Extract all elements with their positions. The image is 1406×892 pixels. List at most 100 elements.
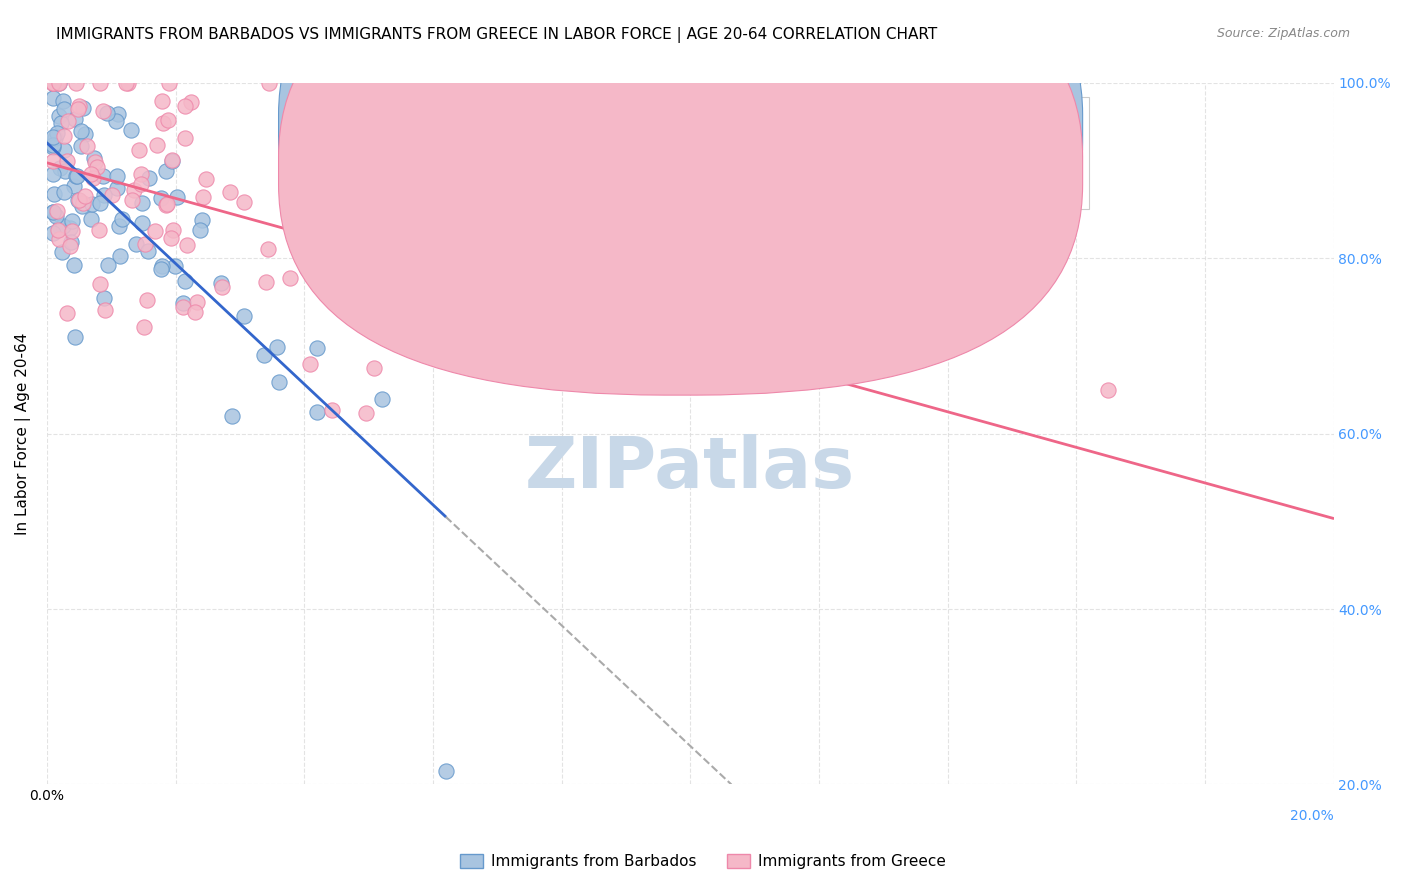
Immigrants from Greece — [173, 99, 195, 113]
Immigrants from Greece — [86, 160, 108, 174]
Immigrants from Barbados — [97, 258, 120, 272]
Immigrants from Greece — [48, 222, 70, 236]
Immigrants from Greece — [569, 316, 592, 330]
Immigrants from Barbados — [131, 216, 153, 230]
Immigrants from Greece — [419, 271, 441, 285]
Immigrants from Greece — [67, 103, 90, 117]
Immigrants from Barbados — [91, 169, 114, 183]
Immigrants from Greece — [76, 138, 98, 153]
Immigrants from Greece — [363, 360, 385, 375]
Immigrants from Greece — [91, 103, 114, 118]
Immigrants from Barbados — [66, 169, 89, 184]
Immigrants from Barbados — [89, 195, 111, 210]
Immigrants from Greece — [67, 193, 90, 207]
Text: IMMIGRANTS FROM BARBADOS VS IMMIGRANTS FROM GREECE IN LABOR FORCE | AGE 20-64 CO: IMMIGRANTS FROM BARBADOS VS IMMIGRANTS F… — [56, 27, 938, 43]
Immigrants from Barbados — [111, 212, 134, 227]
Immigrants from Barbados — [305, 342, 328, 356]
Immigrants from Barbados — [63, 112, 86, 126]
Immigrants from Barbados — [136, 244, 159, 258]
Immigrants from Barbados — [42, 76, 65, 90]
Immigrants from Barbados — [44, 131, 66, 145]
Immigrants from Barbados — [266, 340, 288, 354]
Immigrants from Barbados — [160, 154, 183, 169]
Immigrants from Barbados — [107, 180, 129, 194]
Immigrants from Barbados — [42, 130, 65, 145]
Immigrants from Greece — [46, 203, 69, 218]
Immigrants from Barbados — [155, 164, 177, 178]
Immigrants from Barbados — [63, 330, 86, 344]
Immigrants from Greece — [124, 183, 146, 197]
Immigrants from Barbados — [105, 113, 128, 128]
Immigrants from Barbados — [173, 274, 195, 288]
Immigrants from Barbados — [221, 409, 243, 423]
Immigrants from Barbados — [72, 101, 94, 115]
Immigrants from Barbados — [83, 151, 105, 165]
Immigrants from Greece — [128, 143, 150, 157]
Immigrants from Greece — [172, 301, 194, 315]
Immigrants from Barbados — [42, 91, 65, 105]
Immigrants from Barbados — [53, 103, 76, 117]
Immigrants from Greece — [48, 76, 70, 90]
Immigrants from Barbados — [62, 179, 84, 194]
Immigrants from Greece — [302, 135, 325, 149]
Immigrants from Greece — [84, 154, 107, 169]
Immigrants from Greece — [180, 95, 202, 109]
Immigrants from Greece — [94, 303, 117, 318]
Legend: Immigrants from Barbados, Immigrants from Greece: Immigrants from Barbados, Immigrants fro… — [454, 848, 952, 875]
Immigrants from Barbados — [209, 276, 232, 290]
Immigrants from Greece — [288, 222, 311, 236]
Immigrants from Greece — [257, 76, 280, 90]
Immigrants from Greece — [42, 76, 65, 90]
Immigrants from Barbados — [150, 261, 173, 276]
Immigrants from Barbados — [108, 249, 131, 263]
Immigrants from Barbados — [45, 210, 67, 224]
Immigrants from Barbados — [51, 116, 73, 130]
Immigrants from Greece — [134, 319, 156, 334]
Immigrants from Barbados — [42, 186, 65, 201]
Immigrants from Greece — [211, 279, 233, 293]
Immigrants from Greece — [42, 76, 65, 90]
Immigrants from Barbados — [295, 262, 318, 277]
Immigrants from Greece — [157, 112, 180, 127]
Immigrants from Greece — [143, 224, 166, 238]
Immigrants from Barbados — [42, 140, 65, 154]
Immigrants from Greece — [82, 171, 104, 186]
Immigrants from Barbados — [108, 219, 131, 234]
Immigrants from Greece — [56, 305, 79, 319]
Immigrants from Greece — [429, 316, 451, 330]
Immigrants from Greece — [157, 76, 180, 90]
Immigrants from Barbados — [70, 199, 93, 213]
Immigrants from Barbados — [49, 219, 72, 234]
Immigrants from Greece — [42, 153, 65, 168]
Immigrants from Barbados — [46, 126, 69, 140]
Immigrants from Barbados — [52, 219, 75, 233]
Immigrants from Greece — [117, 76, 139, 90]
Immigrants from Barbados — [51, 244, 73, 259]
Immigrants from Barbados — [107, 107, 129, 121]
Immigrants from Barbados — [149, 191, 172, 205]
Immigrants from Barbados — [48, 109, 70, 123]
Immigrants from Greece — [174, 130, 197, 145]
Immigrants from Greece — [75, 188, 97, 202]
Immigrants from Greece — [155, 198, 177, 212]
Immigrants from Greece — [278, 271, 301, 285]
Immigrants from Barbados — [49, 161, 72, 175]
Immigrants from Greece — [392, 276, 415, 290]
Immigrants from Greece — [135, 293, 157, 308]
Immigrants from Barbados — [131, 196, 153, 211]
Immigrants from Greece — [121, 193, 143, 207]
Immigrants from Greece — [46, 76, 69, 90]
Immigrants from Barbados — [52, 185, 75, 199]
Immigrants from Greece — [1097, 383, 1119, 397]
Text: R =  -0.373   N = 86: R = -0.373 N = 86 — [703, 167, 858, 182]
Immigrants from Barbados — [105, 169, 128, 184]
Immigrants from Greece — [65, 76, 87, 90]
Immigrants from Barbados — [191, 213, 214, 227]
Immigrants from Barbados — [62, 214, 84, 228]
Immigrants from Barbados — [52, 94, 75, 108]
Immigrants from Greece — [114, 76, 136, 90]
Immigrants from Greece — [160, 153, 183, 167]
Immigrants from Barbados — [434, 764, 457, 779]
Immigrants from Barbados — [65, 169, 87, 183]
Immigrants from Greece — [72, 195, 94, 210]
